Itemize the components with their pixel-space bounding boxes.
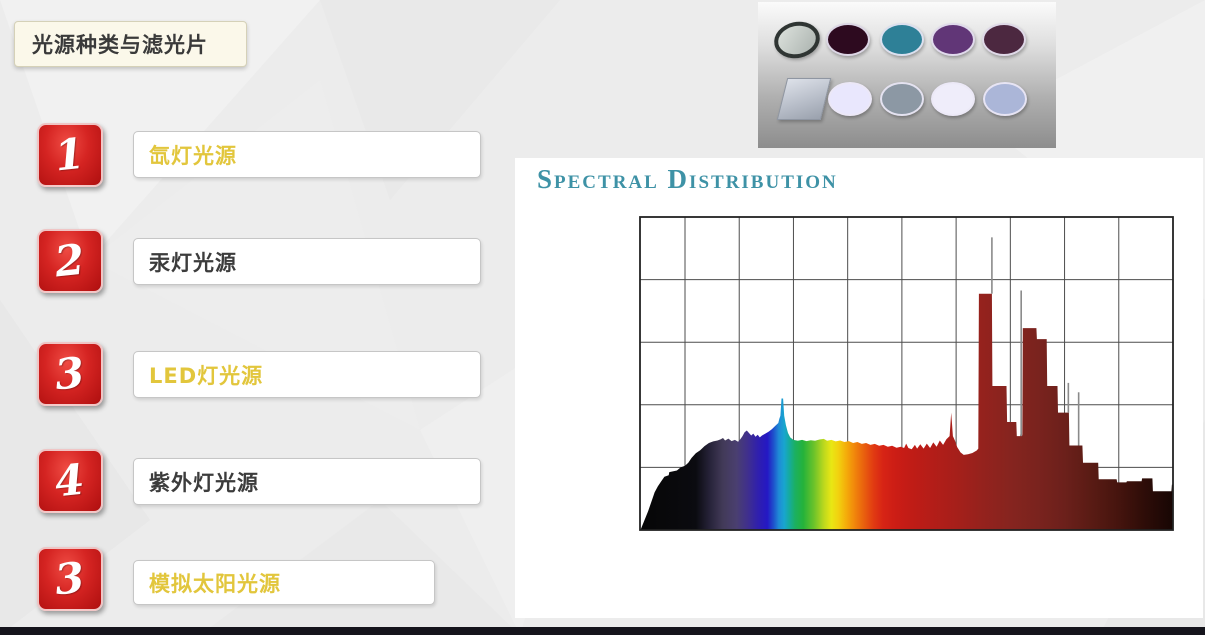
badge-number: 3 xyxy=(52,347,88,400)
filters-photo-panel xyxy=(758,2,1056,148)
list-item-led: LED灯光源 xyxy=(133,351,481,398)
list-number-badge: 3 xyxy=(37,342,103,406)
list-number-badge: 1 xyxy=(37,123,103,187)
periwinkle-filter xyxy=(983,82,1027,116)
spectral-distribution-chart xyxy=(639,216,1174,531)
plum-filter xyxy=(982,23,1026,56)
badge-number: 1 xyxy=(52,128,88,181)
chart-title: Spectral Distribution xyxy=(537,164,838,194)
list-number-badge: 4 xyxy=(37,449,103,513)
badge-number: 2 xyxy=(52,234,88,287)
list-item-label: 紫外灯光源 xyxy=(149,470,259,495)
list-item-label: 模拟太阳光源 xyxy=(149,571,281,596)
pale-lavender-filter xyxy=(828,82,872,116)
badge-number: 4 xyxy=(52,454,88,507)
teal-filter xyxy=(880,23,924,56)
gray-blue-filter xyxy=(880,82,924,116)
slide-title-box: 光源种类与滤光片 xyxy=(14,21,247,67)
list-item-xenon: 氙灯光源 xyxy=(133,131,481,178)
list-item-label: 汞灯光源 xyxy=(149,250,237,275)
slide-footer-bar xyxy=(0,627,1205,635)
spectral-chart-panel: Spectral Distribution xyxy=(515,158,1203,618)
white-filter xyxy=(931,82,975,116)
gray-lens-with-dark-ring xyxy=(770,17,824,63)
badge-number: 3 xyxy=(52,552,88,605)
list-item-solar-sim: 模拟太阳光源 xyxy=(133,560,435,605)
list-item-uv: 紫外灯光源 xyxy=(133,458,481,505)
slide-title: 光源种类与滤光片 xyxy=(32,33,208,57)
list-number-badge: 3 xyxy=(37,547,103,611)
list-item-label: 氙灯光源 xyxy=(149,143,237,168)
glass-slide xyxy=(776,78,832,120)
list-number-badge: 2 xyxy=(37,229,103,293)
dark-maroon-filter xyxy=(826,23,870,56)
list-item-mercury: 汞灯光源 xyxy=(133,238,481,285)
purple-filter xyxy=(931,23,975,56)
list-item-label: LED灯光源 xyxy=(149,363,264,388)
